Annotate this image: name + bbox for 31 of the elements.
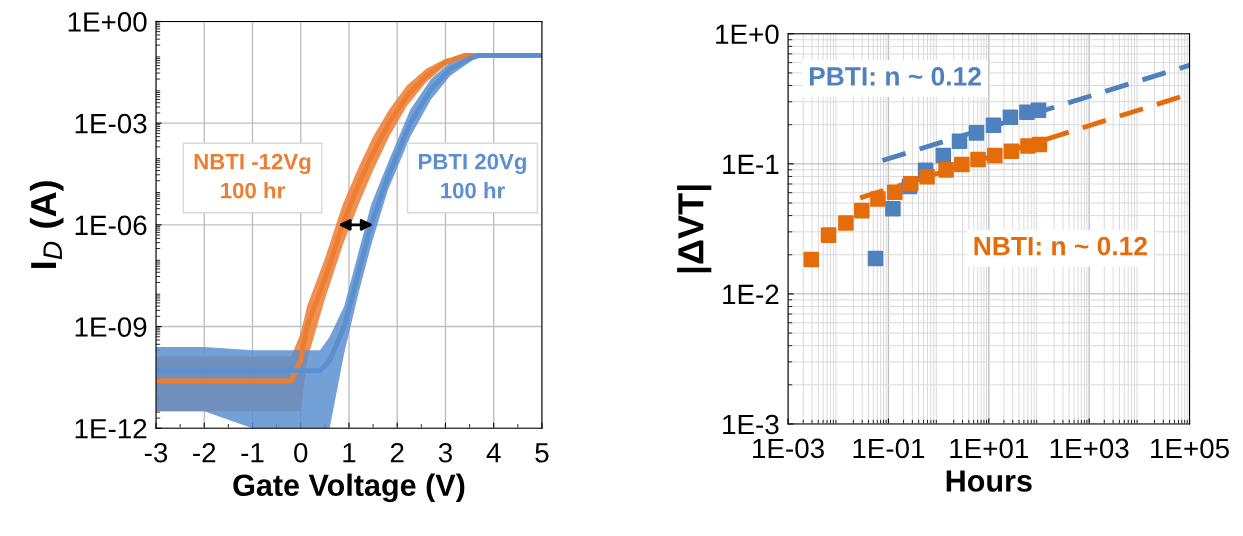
y-axis-title: I$_{D}$ (A) xyxy=(29,181,64,268)
y-axis-title: |ΔVT| xyxy=(677,185,712,273)
x-tick-label: 0 xyxy=(294,442,308,463)
series-label: PBTI 20Vg 100 hr xyxy=(419,153,526,199)
y-tick-label: 1E+00 xyxy=(68,12,147,32)
x-tick-label: -3 xyxy=(144,442,168,463)
y-tick-label: 1E+0 xyxy=(716,24,779,45)
series-label: PBTI: n ~ 0.12 xyxy=(809,67,981,86)
x-tick-label: 1E-03 xyxy=(753,438,824,459)
x-tick-label: 1E+05 xyxy=(1151,438,1229,459)
y-tick-label: 1E-12 xyxy=(75,418,147,439)
x-tick-label: 5 xyxy=(535,443,549,463)
x-axis-title: Hours xyxy=(946,470,1032,492)
x-tick-label: -1 xyxy=(241,443,264,463)
x-tick-label: 4 xyxy=(486,443,501,463)
x-axis-title: Gate Voltage (V) xyxy=(233,473,465,503)
y-tick-label: 1E-09 xyxy=(75,317,147,337)
x-tick-label: 1E-01 xyxy=(853,438,925,459)
series-label: NBTI -12Vg 100 hr xyxy=(194,153,311,199)
x-tick-label: 1E+03 xyxy=(1050,438,1129,459)
y-tick-label: 1E-3 xyxy=(723,414,779,435)
text: NBTI: n ~ 0.12 xyxy=(974,236,1147,256)
y-tick-label: 1E-03 xyxy=(75,113,147,134)
x-tick-label: 3 xyxy=(438,442,452,463)
x-tick-label: 1E+01 xyxy=(950,438,1028,459)
y-tick-label: 1E-2 xyxy=(723,284,779,304)
x-tick-label: -2 xyxy=(193,442,216,463)
y-tick-label: 1E-1 xyxy=(723,154,779,174)
x-tick-label: 2 xyxy=(390,442,404,463)
y-tick-label: 1E-06 xyxy=(75,215,147,236)
x-tick-label: 1 xyxy=(343,443,356,463)
